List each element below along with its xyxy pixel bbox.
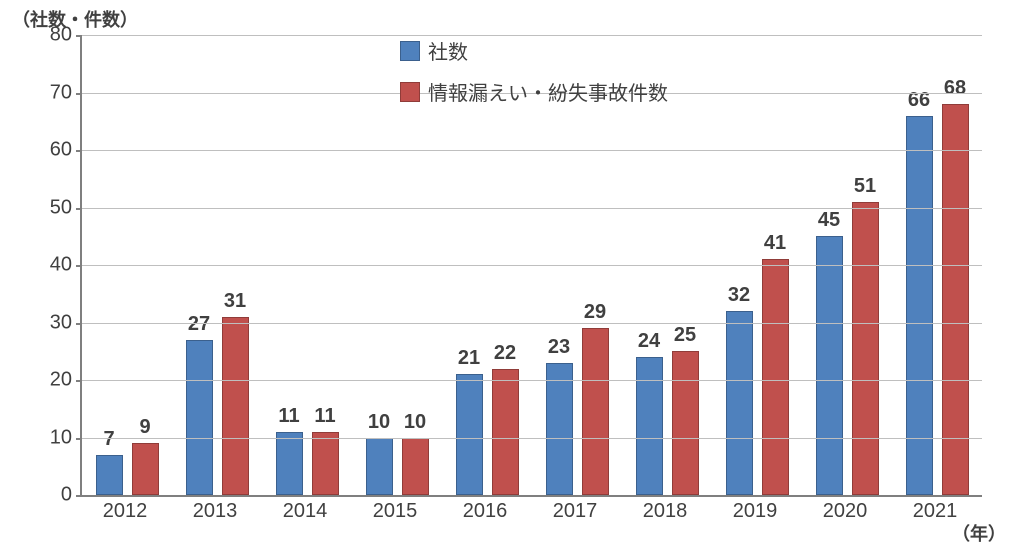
- data-label: 10: [404, 411, 426, 434]
- y-tick-mark: [76, 380, 82, 382]
- chart-container: （社数・件数） （年） 7927311111101021222329242532…: [0, 0, 1024, 558]
- y-tick-label: 50: [50, 196, 72, 219]
- bar-series-2: [942, 104, 969, 495]
- x-tick-label: 2012: [103, 500, 148, 523]
- y-tick-mark: [76, 150, 82, 152]
- data-label: 41: [764, 232, 786, 255]
- gridline: [82, 438, 982, 439]
- x-tick-label: 2014: [283, 500, 328, 523]
- bar-series-1: [366, 438, 393, 496]
- y-tick-mark: [76, 265, 82, 267]
- y-tick-mark: [76, 323, 82, 325]
- x-tick-label: 2021: [913, 500, 958, 523]
- y-tick-mark: [76, 93, 82, 95]
- gridline: [82, 380, 982, 381]
- x-tick-label: 2016: [463, 500, 508, 523]
- data-label: 29: [584, 301, 606, 324]
- data-label: 31: [224, 290, 246, 313]
- y-tick-mark: [76, 208, 82, 210]
- data-label: 27: [188, 313, 210, 336]
- bar-series-2: [402, 438, 429, 496]
- bar-series-2: [852, 202, 879, 495]
- data-label: 24: [638, 330, 660, 353]
- data-label: 68: [944, 77, 966, 100]
- y-tick-mark: [76, 35, 82, 37]
- data-label: 11: [314, 405, 335, 428]
- y-tick-label: 40: [50, 254, 72, 277]
- bar-series-1: [456, 374, 483, 495]
- bar-series-2: [582, 328, 609, 495]
- data-label: 32: [728, 284, 750, 307]
- x-tick-label: 2013: [193, 500, 238, 523]
- x-tick-label: 2015: [373, 500, 418, 523]
- legend-label: 社数: [428, 36, 468, 65]
- gridline: [82, 265, 982, 266]
- bar-series-2: [312, 432, 339, 495]
- gridline: [82, 323, 982, 324]
- gridline: [82, 208, 982, 209]
- bar-series-1: [186, 340, 213, 495]
- y-tick-label: 10: [50, 426, 72, 449]
- data-label: 10: [368, 411, 390, 434]
- bar-series-1: [816, 236, 843, 495]
- data-label: 9: [139, 416, 150, 439]
- bar-series-1: [726, 311, 753, 495]
- legend-swatch-icon: [400, 41, 420, 61]
- data-label: 21: [458, 347, 480, 370]
- y-tick-label: 0: [61, 484, 72, 507]
- bar-series-2: [492, 369, 519, 496]
- data-label: 22: [494, 342, 516, 365]
- x-tick-label: 2019: [733, 500, 778, 523]
- data-label: 51: [854, 175, 876, 198]
- x-tick-label: 2017: [553, 500, 598, 523]
- x-tick-label: 2018: [643, 500, 688, 523]
- data-label: 7: [103, 428, 114, 451]
- bar-series-1: [276, 432, 303, 495]
- y-axis-title: （社数・件数）: [12, 6, 138, 32]
- bar-series-2: [762, 259, 789, 495]
- bar-series-1: [546, 363, 573, 495]
- y-tick-label: 80: [50, 24, 72, 47]
- bar-series-1: [96, 455, 123, 495]
- legend-item: 社数: [400, 36, 668, 65]
- gridline: [82, 150, 982, 151]
- legend-item: 情報漏えい・紛失事故件数: [400, 77, 668, 106]
- x-axis-labels: 2012 2013 2014 2015 2016 2017 2018 2019 2020 2021: [80, 500, 980, 530]
- legend-swatch-icon: [400, 82, 420, 102]
- bar-series-2: [672, 351, 699, 495]
- y-tick-label: 60: [50, 139, 72, 162]
- data-label: 11: [278, 405, 299, 428]
- bar-series-1: [636, 357, 663, 495]
- y-tick-mark: [76, 495, 82, 497]
- data-label: 45: [818, 209, 840, 232]
- legend-label: 情報漏えい・紛失事故件数: [428, 77, 668, 106]
- bar-series-2: [132, 443, 159, 495]
- y-tick-label: 70: [50, 81, 72, 104]
- y-tick-label: 20: [50, 369, 72, 392]
- data-label: 25: [674, 324, 696, 347]
- legend: 社数 情報漏えい・紛失事故件数: [400, 36, 668, 118]
- bar-series-2: [222, 317, 249, 495]
- x-tick-label: 2020: [823, 500, 868, 523]
- data-label: 23: [548, 336, 570, 359]
- y-tick-label: 30: [50, 311, 72, 334]
- y-tick-mark: [76, 438, 82, 440]
